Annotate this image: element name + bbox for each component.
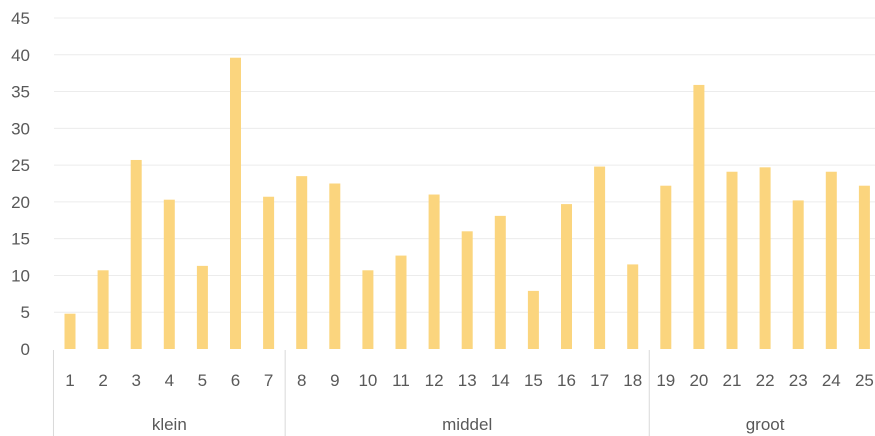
bar xyxy=(163,199,175,349)
bar xyxy=(825,171,837,349)
bar xyxy=(759,167,771,349)
bar xyxy=(494,215,506,349)
x-tick-label: 15 xyxy=(524,371,543,390)
y-tick-label: 20 xyxy=(11,193,30,212)
x-tick-label: 18 xyxy=(623,371,642,390)
x-group-label: klein xyxy=(152,415,187,434)
bar xyxy=(527,290,539,349)
x-tick-label: 10 xyxy=(358,371,377,390)
x-tick-label: 8 xyxy=(297,371,306,390)
x-group-label: middel xyxy=(442,415,492,434)
gridlines xyxy=(54,17,875,313)
y-tick-label: 45 xyxy=(11,9,30,28)
bar xyxy=(362,270,374,349)
x-tick-label: 19 xyxy=(656,371,675,390)
bar xyxy=(461,231,473,349)
bar xyxy=(693,84,705,350)
x-tick-label: 9 xyxy=(330,371,339,390)
x-tick-label: 24 xyxy=(822,371,841,390)
x-axis-groups: klein middel groot xyxy=(52,350,785,436)
bar xyxy=(660,185,672,349)
y-tick-label: 5 xyxy=(21,303,30,322)
bar xyxy=(594,166,606,349)
bar xyxy=(627,264,639,349)
x-tick-label: 7 xyxy=(264,371,273,390)
bar xyxy=(858,185,870,349)
bar xyxy=(726,171,738,349)
x-tick-label: 2 xyxy=(98,371,107,390)
y-tick-label: 15 xyxy=(11,230,30,249)
bars xyxy=(64,57,870,350)
bar xyxy=(296,176,308,349)
x-tick-label: 22 xyxy=(756,371,775,390)
bar xyxy=(428,194,440,349)
y-tick-label: 35 xyxy=(11,83,30,102)
bar xyxy=(561,204,572,349)
x-tick-label: 12 xyxy=(425,371,444,390)
bar xyxy=(395,255,407,349)
bar xyxy=(263,196,275,349)
x-tick-label: 13 xyxy=(458,371,477,390)
x-tick-label: 25 xyxy=(855,371,874,390)
x-tick-label: 3 xyxy=(131,371,140,390)
bar xyxy=(130,159,142,349)
y-tick-label: 10 xyxy=(11,266,30,285)
x-tick-label: 17 xyxy=(590,371,609,390)
x-tick-label: 6 xyxy=(231,371,240,390)
x-tick-label: 4 xyxy=(165,371,174,390)
bar xyxy=(792,200,804,349)
bar xyxy=(97,270,109,349)
x-group-label: groot xyxy=(746,415,785,434)
bar xyxy=(230,57,241,349)
y-tick-label: 40 xyxy=(11,46,30,65)
y-axis-ticks: 0 5 10 15 20 25 30 35 40 45 xyxy=(11,9,30,359)
x-tick-label: 5 xyxy=(198,371,207,390)
x-tick-label: 1 xyxy=(65,371,74,390)
y-tick-label: 30 xyxy=(11,119,30,138)
x-tick-label: 21 xyxy=(723,371,742,390)
x-tick-label: 16 xyxy=(557,371,576,390)
x-tick-label: 14 xyxy=(491,371,510,390)
x-tick-label: 11 xyxy=(392,371,410,390)
y-tick-label: 25 xyxy=(11,156,30,175)
bar xyxy=(64,313,76,349)
bar xyxy=(196,265,208,349)
bar xyxy=(329,183,341,349)
x-axis-ticks: 1 2 3 4 5 6 7 8 9 10 11 12 13 14 15 16 17 18 19 20 21 22 23 24 2… xyxy=(65,371,874,390)
x-tick-label: 23 xyxy=(789,371,808,390)
y-tick-label: 0 xyxy=(21,340,30,359)
x-tick-label: 20 xyxy=(689,371,708,390)
